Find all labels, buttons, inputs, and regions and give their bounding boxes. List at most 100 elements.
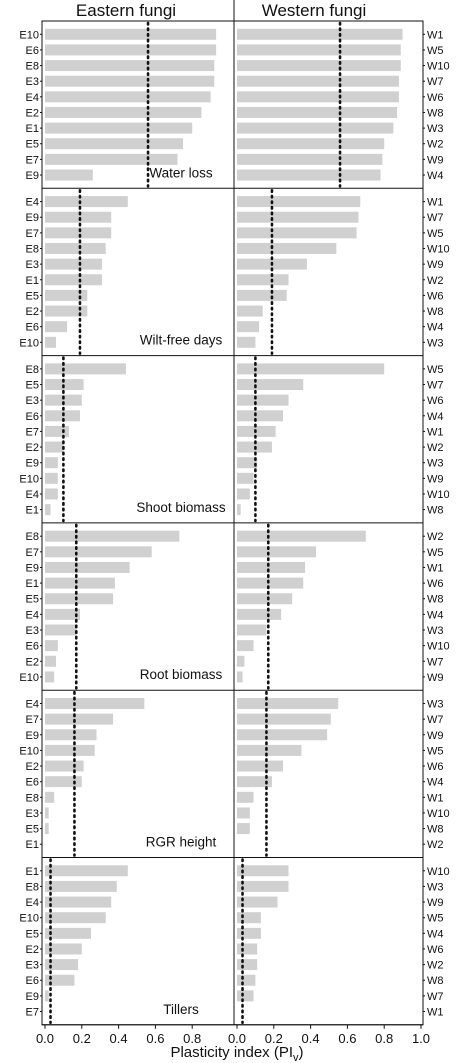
bar-western-w7 xyxy=(237,379,304,391)
bar-western-w2 xyxy=(237,959,258,971)
category-label-eastern-e10: E10 xyxy=(19,745,39,757)
category-label-western-w3: W3 xyxy=(427,123,444,135)
category-label-western-w10: W10 xyxy=(427,61,450,73)
bar-eastern-e4 xyxy=(45,896,112,908)
category-label-eastern-e10: E10 xyxy=(19,913,39,925)
bar-eastern-e6 xyxy=(45,776,82,788)
category-label-western-w9: W9 xyxy=(427,730,444,742)
bar-western-w9 xyxy=(237,671,243,683)
category-label-western-w7: W7 xyxy=(427,212,444,224)
category-label-eastern-e8: E8 xyxy=(26,881,39,893)
bar-eastern-e10 xyxy=(45,671,55,683)
bar-eastern-e7 xyxy=(45,425,69,437)
bar-eastern-e1 xyxy=(45,122,193,134)
bar-eastern-e2 xyxy=(45,760,84,772)
category-label-western-w10: W10 xyxy=(427,641,450,653)
bar-western-w3 xyxy=(237,697,339,709)
category-label-eastern-e9: E9 xyxy=(26,562,39,574)
category-label-eastern-e7: E7 xyxy=(26,714,39,726)
category-label-western-w8: W8 xyxy=(427,107,444,119)
category-label-western-w8: W8 xyxy=(427,594,444,606)
category-label-western-w7: W7 xyxy=(427,714,444,726)
bar-western-w1 xyxy=(237,28,403,40)
bar-western-w7 xyxy=(237,75,399,87)
category-label-eastern-e7: E7 xyxy=(26,547,39,559)
category-label-western-w4: W4 xyxy=(427,609,444,621)
x-tick-label-eastern-4: 0.8 xyxy=(183,1031,201,1046)
bar-eastern-e8 xyxy=(45,242,106,254)
category-label-eastern-e10: E10 xyxy=(19,672,39,684)
category-label-eastern-e6: E6 xyxy=(26,641,39,653)
category-label-western-w8: W8 xyxy=(427,306,444,318)
x-tick-label-western-2: 0.4 xyxy=(302,1031,320,1046)
bar-western-w8 xyxy=(237,106,398,118)
category-label-western-w6: W6 xyxy=(427,290,444,302)
bar-western-w5 xyxy=(237,227,357,239)
category-label-western-w8: W8 xyxy=(427,505,444,517)
category-label-eastern-e6: E6 xyxy=(26,777,39,789)
bar-eastern-e10 xyxy=(45,336,57,348)
category-label-eastern-e9: E9 xyxy=(26,991,39,1003)
bar-western-w3 xyxy=(237,122,394,134)
category-label-eastern-e6: E6 xyxy=(26,45,39,57)
plot-area: E10 E6 E8 E3 E4 E2 E1 E5 E7 E9 W1 W5 W10 W7 W6 W8 W3 W2 W9… xyxy=(19,0,450,1046)
bar-western-w10 xyxy=(237,488,250,500)
category-label-eastern-e6: E6 xyxy=(26,975,39,987)
bar-eastern-e4 xyxy=(45,91,211,103)
bar-western-w4 xyxy=(237,927,261,939)
category-label-western-w1: W1 xyxy=(427,426,444,438)
category-label-western-w9: W9 xyxy=(427,473,444,485)
bar-eastern-e2 xyxy=(45,106,202,118)
category-label-western-w6: W6 xyxy=(427,395,444,407)
bar-western-w7 xyxy=(237,713,331,725)
bar-eastern-e3 xyxy=(45,394,82,406)
x-tick-label-eastern-3: 0.6 xyxy=(146,1031,164,1046)
bar-western-w10 xyxy=(237,60,401,72)
bar-western-w6 xyxy=(237,394,289,406)
category-label-western-w8: W8 xyxy=(427,975,444,987)
category-label-western-w5: W5 xyxy=(427,45,444,57)
category-label-western-w4: W4 xyxy=(427,322,444,334)
category-label-eastern-e4: E4 xyxy=(26,897,39,909)
category-label-western-w4: W4 xyxy=(427,928,444,940)
category-label-eastern-e5: E5 xyxy=(26,290,39,302)
category-label-eastern-e8: E8 xyxy=(26,243,39,255)
category-label-eastern-e10: E10 xyxy=(19,29,39,41)
bar-eastern-e10 xyxy=(45,28,217,40)
bar-eastern-e4 xyxy=(45,608,80,620)
bar-western-w4 xyxy=(237,410,283,422)
category-label-western-w7: W7 xyxy=(427,76,444,88)
bar-western-w6 xyxy=(237,289,287,301)
bar-western-w10 xyxy=(237,865,289,877)
category-label-eastern-e7: E7 xyxy=(26,154,39,166)
category-label-eastern-e5: E5 xyxy=(26,824,39,836)
category-label-eastern-e7: E7 xyxy=(26,1007,39,1019)
bar-eastern-e8 xyxy=(45,791,55,803)
x-tick-label-western-1: 0.2 xyxy=(265,1031,283,1046)
bar-western-w3 xyxy=(237,336,256,348)
bar-eastern-e3 xyxy=(45,624,77,636)
x-tick-label-western-0: 0.0 xyxy=(228,1031,246,1046)
bar-western-w4 xyxy=(237,608,282,620)
bar-eastern-e5 xyxy=(45,823,49,835)
bar-eastern-e10 xyxy=(45,744,95,756)
category-label-western-w7: W7 xyxy=(427,656,444,668)
category-label-eastern-e1: E1 xyxy=(26,578,39,590)
category-label-western-w3: W3 xyxy=(427,458,444,470)
category-label-western-w3: W3 xyxy=(427,337,444,349)
bar-western-w10 xyxy=(237,640,254,652)
category-label-eastern-e10: E10 xyxy=(19,337,39,349)
bar-western-w10 xyxy=(237,807,250,819)
bar-western-w9 xyxy=(237,153,383,165)
category-label-eastern-e1: E1 xyxy=(26,866,39,878)
bar-western-w9 xyxy=(237,472,254,484)
category-label-western-w5: W5 xyxy=(427,364,444,376)
bar-western-w2 xyxy=(237,530,366,542)
category-label-eastern-e3: E3 xyxy=(26,259,39,271)
category-label-eastern-e2: E2 xyxy=(26,944,39,956)
bar-western-w4 xyxy=(237,169,381,181)
bar-eastern-e9 xyxy=(45,561,130,573)
bar-eastern-e7 xyxy=(45,713,114,725)
bar-western-w8 xyxy=(237,504,241,516)
bar-eastern-e2 xyxy=(45,655,57,667)
